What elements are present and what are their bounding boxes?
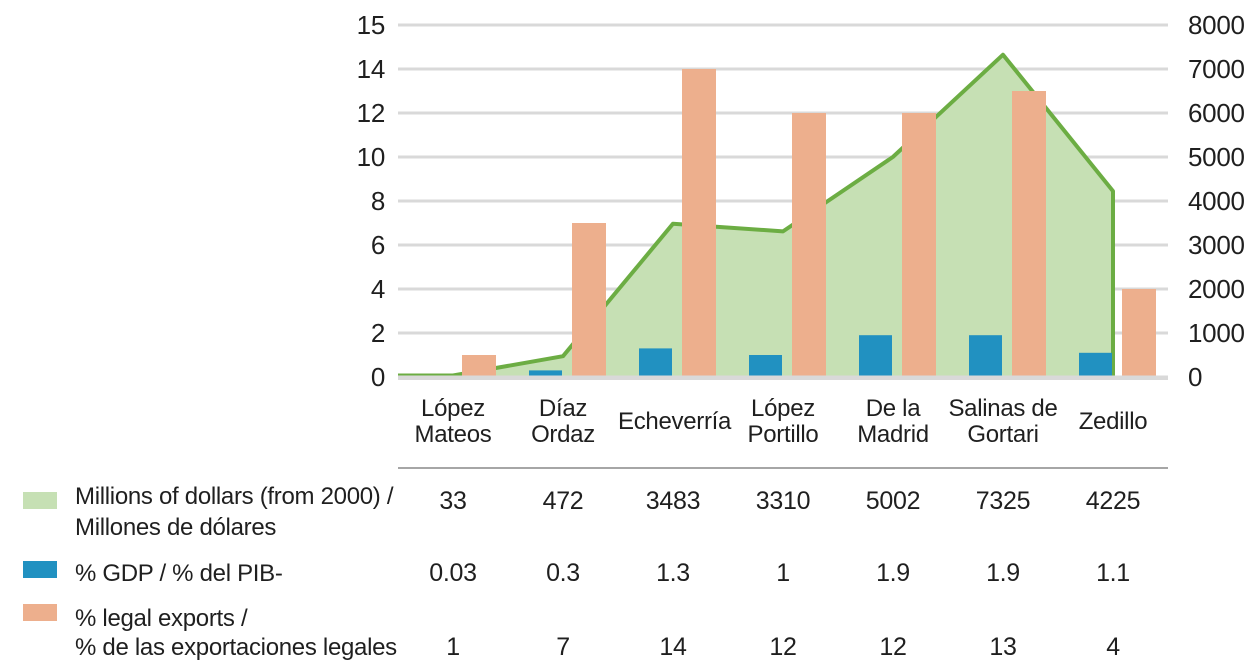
- x-axis-category-line: Díaz: [538, 395, 588, 422]
- x-axis-category-line: Madrid: [857, 421, 929, 448]
- y-axis-left-tick-label: 12: [356, 98, 386, 128]
- exports-bar: [682, 69, 716, 377]
- gdp-bar: [859, 335, 892, 377]
- exports-bar: [462, 355, 496, 377]
- y-axis-right-tick-label: 7000: [1188, 54, 1245, 84]
- x-axis-category-line: Portillo: [747, 421, 819, 448]
- exports-value: 12: [769, 633, 797, 661]
- x-axis-category-line: Mateos: [414, 421, 492, 448]
- y-axis-right-tick-label: 1000: [1188, 318, 1245, 348]
- y-axis-left-tick-label: 15: [356, 10, 386, 40]
- dollars-value: 5002: [865, 487, 921, 515]
- x-axis-category-line: López: [751, 395, 815, 422]
- x-axis-category-line: Gortari: [967, 421, 1039, 448]
- y-axis-right-tick-label: 0: [1188, 362, 1203, 392]
- gdp-value: 0.03: [429, 559, 477, 587]
- dollars-value: 3483: [645, 487, 701, 515]
- gdp-value: 1.1: [1096, 559, 1130, 587]
- x-axis-category-line: Echeverría: [618, 408, 732, 435]
- x-axis-category-label: Zedillo: [1058, 394, 1168, 450]
- exports-value: 14: [659, 633, 687, 661]
- legend-label-line: % GDP / % del PIB-: [75, 560, 283, 587]
- gdp-bar: [529, 370, 562, 377]
- y-axis-left-tick-label: 6: [370, 230, 385, 260]
- y-axis-left-tick-label: 8: [370, 186, 385, 216]
- legend-label-line: Millones de dólares: [75, 514, 277, 541]
- legend-label-exports: % legal exports / % de las exportaciones…: [75, 604, 397, 662]
- dollars-value: 472: [542, 487, 584, 515]
- y-axis-left-tick-label: 0: [370, 362, 385, 392]
- legend-label-line: Millions of dollars (from 2000) /: [75, 483, 394, 510]
- y-axis-right-tick-label: 6000: [1188, 98, 1245, 128]
- gdp-bar: [1079, 352, 1112, 377]
- y-axis-right-tick-label: 2000: [1188, 274, 1245, 304]
- dollars-value: 4225: [1085, 487, 1141, 515]
- y-axis-left-tick-label: 10: [356, 142, 386, 172]
- exports-value: 13: [989, 633, 1017, 661]
- dollars-value: 33: [439, 487, 467, 515]
- y-axis-right-tick-label: 4000: [1188, 186, 1245, 216]
- x-axis-category-label: Salinas de Gortari: [948, 394, 1058, 450]
- y-axis-left-tick-label: 2: [370, 318, 385, 348]
- x-axis-category-line: Zedillo: [1078, 408, 1148, 435]
- gdp-value: 1.9: [986, 559, 1020, 587]
- x-axis-category-label: Díaz Ordaz: [508, 394, 618, 450]
- y-axis-right-tick-label: 3000: [1188, 230, 1245, 260]
- gdp-value: 1: [776, 559, 790, 587]
- x-axis-category-line: Ordaz: [531, 421, 595, 448]
- gdp-bar: [749, 355, 782, 377]
- x-axis-category-line: De la: [865, 395, 921, 422]
- x-axis-category-line: López: [421, 395, 485, 422]
- dollars-area: [398, 54, 1113, 377]
- gdp-bar: [969, 335, 1002, 377]
- exports-value: 7: [556, 633, 570, 661]
- legend-swatch-exports: [23, 604, 57, 621]
- exports-bar: [572, 223, 606, 377]
- y-axis-right-tick-label: 8000: [1188, 10, 1245, 40]
- legend-label-line: % legal exports /: [75, 605, 248, 632]
- legend-label-gdp: % GDP / % del PIB-: [75, 558, 283, 589]
- gdp-value: 1.3: [656, 559, 690, 587]
- plot-area: [398, 23, 1168, 380]
- x-axis-category-label: López Mateos: [398, 394, 508, 450]
- exports-bar: [792, 113, 826, 377]
- legend-swatch-dollars: [23, 492, 57, 509]
- gdp-bar: [639, 348, 672, 377]
- table-separator-line: [398, 467, 1168, 469]
- exports-bar: [1012, 91, 1046, 377]
- exports-value: 12: [879, 633, 907, 661]
- dollars-value: 3310: [755, 487, 811, 515]
- legend-swatch-gdp: [23, 561, 57, 578]
- x-axis-category-label: López Portillo: [728, 394, 838, 450]
- x-axis-category-line: Salinas de: [948, 395, 1058, 422]
- gdp-value: 1.9: [876, 559, 910, 587]
- x-axis-category-label: Echeverría: [618, 394, 732, 450]
- x-axis-category-label: De la Madrid: [838, 394, 948, 450]
- y-axis-left-tick-label: 14: [356, 54, 386, 84]
- exports-bar: [902, 113, 936, 377]
- legend-label-line: % de las exportaciones legales: [75, 634, 397, 661]
- gdp-value: 0.3: [546, 559, 580, 587]
- exports-value: 4: [1106, 633, 1120, 661]
- exports-bar: [1122, 289, 1156, 377]
- y-axis-left-tick-label: 4: [370, 274, 385, 304]
- x-axis-baseline: [398, 375, 1168, 380]
- legend-label-dollars: Millions of dollars (from 2000) / Millon…: [75, 481, 394, 543]
- y-axis-right-tick-label: 5000: [1188, 142, 1245, 172]
- dollars-value: 7325: [975, 487, 1031, 515]
- exports-value: 1: [446, 633, 460, 661]
